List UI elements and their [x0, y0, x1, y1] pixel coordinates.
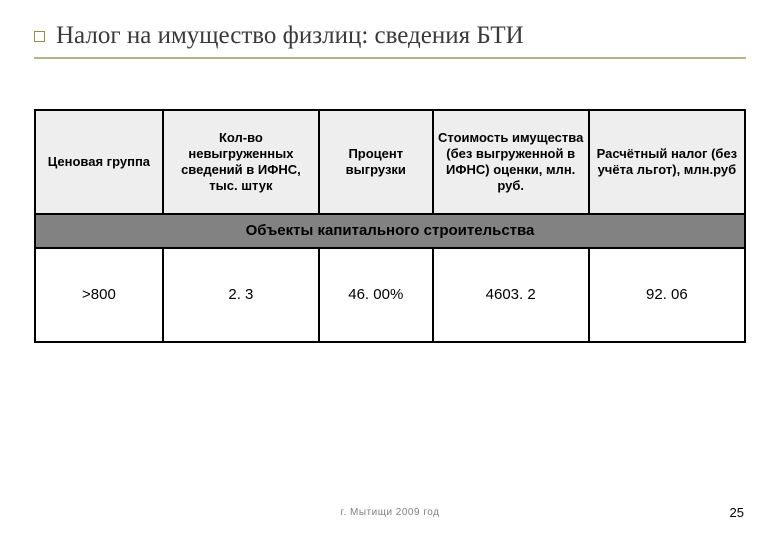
- table-container: Ценовая группа Кол-во невыгруженных свед…: [34, 109, 746, 343]
- page-number: 25: [730, 505, 744, 520]
- section-label: Объекты капитального строительства: [35, 214, 745, 248]
- cell-tax: 92. 06: [589, 248, 745, 342]
- footer-text: г. Мытищи 2009 год: [0, 507, 780, 518]
- cell-price-group: >800: [35, 248, 163, 342]
- table-section-row: Объекты капитального строительства: [35, 214, 745, 248]
- slide: Налог на имущество физлиц: сведения БТИ …: [0, 0, 780, 540]
- title-bullet-icon: [34, 31, 45, 42]
- cell-count: 2. 3: [163, 248, 319, 342]
- data-table: Ценовая группа Кол-во невыгруженных свед…: [34, 109, 746, 343]
- table-row: >800 2. 3 46. 00% 4603. 2 92. 06: [35, 248, 745, 342]
- table-header-row: Ценовая группа Кол-во невыгруженных свед…: [35, 110, 745, 214]
- col-header-tax: Расчётный налог (без учёта льгот), млн.р…: [589, 110, 745, 214]
- page-title: Налог на имущество физлиц: сведения БТИ: [56, 22, 524, 49]
- title-rule: Налог на имущество физлиц: сведения БТИ: [34, 22, 746, 53]
- cell-percent: 46. 00%: [319, 248, 433, 342]
- col-header-percent: Процент выгрузки: [319, 110, 433, 214]
- col-header-price-group: Ценовая группа: [35, 110, 163, 214]
- col-header-count: Кол-во невыгруженных сведений в ИФНС, ты…: [163, 110, 319, 214]
- col-header-cost: Стоимость имущества (без выгруженной в И…: [433, 110, 589, 214]
- cell-cost: 4603. 2: [433, 248, 589, 342]
